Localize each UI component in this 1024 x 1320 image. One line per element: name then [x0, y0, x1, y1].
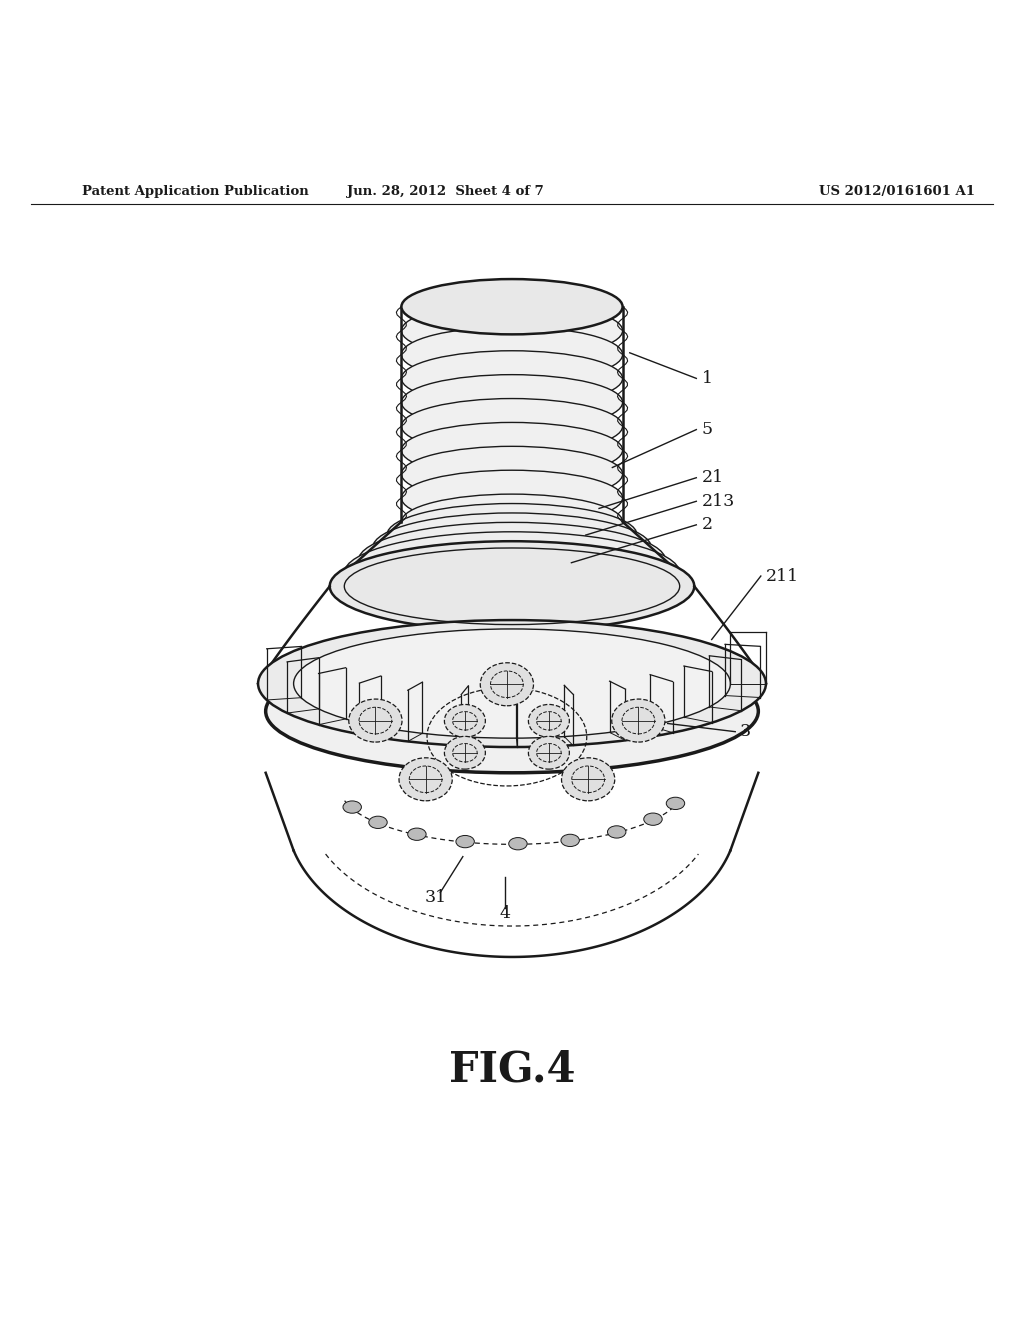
Ellipse shape [644, 813, 663, 825]
Ellipse shape [456, 836, 474, 847]
Ellipse shape [401, 375, 623, 430]
Ellipse shape [344, 532, 680, 615]
Ellipse shape [401, 351, 623, 407]
Ellipse shape [607, 826, 626, 838]
Ellipse shape [611, 700, 665, 742]
Ellipse shape [373, 513, 651, 582]
Ellipse shape [258, 620, 766, 747]
Ellipse shape [401, 304, 623, 358]
Ellipse shape [265, 649, 759, 772]
Text: FIG.4: FIG.4 [449, 1048, 575, 1090]
Text: 211: 211 [766, 568, 799, 585]
Ellipse shape [401, 279, 623, 334]
Text: 4: 4 [500, 906, 511, 923]
Text: 21: 21 [701, 469, 724, 486]
Text: 31: 31 [425, 890, 447, 906]
Ellipse shape [349, 700, 402, 742]
Ellipse shape [509, 838, 527, 850]
Ellipse shape [358, 523, 666, 598]
Ellipse shape [401, 470, 623, 525]
Ellipse shape [444, 705, 485, 738]
Ellipse shape [401, 494, 623, 549]
Ellipse shape [444, 737, 485, 770]
Ellipse shape [294, 628, 730, 738]
Text: 213: 213 [701, 492, 734, 510]
Ellipse shape [399, 758, 453, 801]
Ellipse shape [330, 541, 694, 631]
Text: 2: 2 [701, 516, 713, 533]
Ellipse shape [480, 663, 534, 706]
Ellipse shape [528, 737, 569, 770]
Ellipse shape [343, 801, 361, 813]
Ellipse shape [528, 705, 569, 738]
Text: Jun. 28, 2012  Sheet 4 of 7: Jun. 28, 2012 Sheet 4 of 7 [347, 185, 544, 198]
Text: 3: 3 [739, 723, 751, 741]
Ellipse shape [408, 828, 426, 841]
Text: US 2012/0161601 A1: US 2012/0161601 A1 [819, 185, 975, 198]
Text: Patent Application Publication: Patent Application Publication [82, 185, 308, 198]
Ellipse shape [401, 446, 623, 502]
Ellipse shape [401, 399, 623, 454]
Text: 1: 1 [701, 370, 713, 387]
Text: 5: 5 [701, 421, 713, 438]
Ellipse shape [561, 834, 580, 846]
Ellipse shape [387, 503, 637, 566]
Ellipse shape [667, 797, 685, 809]
Ellipse shape [401, 422, 623, 478]
Ellipse shape [401, 327, 623, 383]
Ellipse shape [369, 816, 387, 829]
Ellipse shape [561, 758, 614, 801]
